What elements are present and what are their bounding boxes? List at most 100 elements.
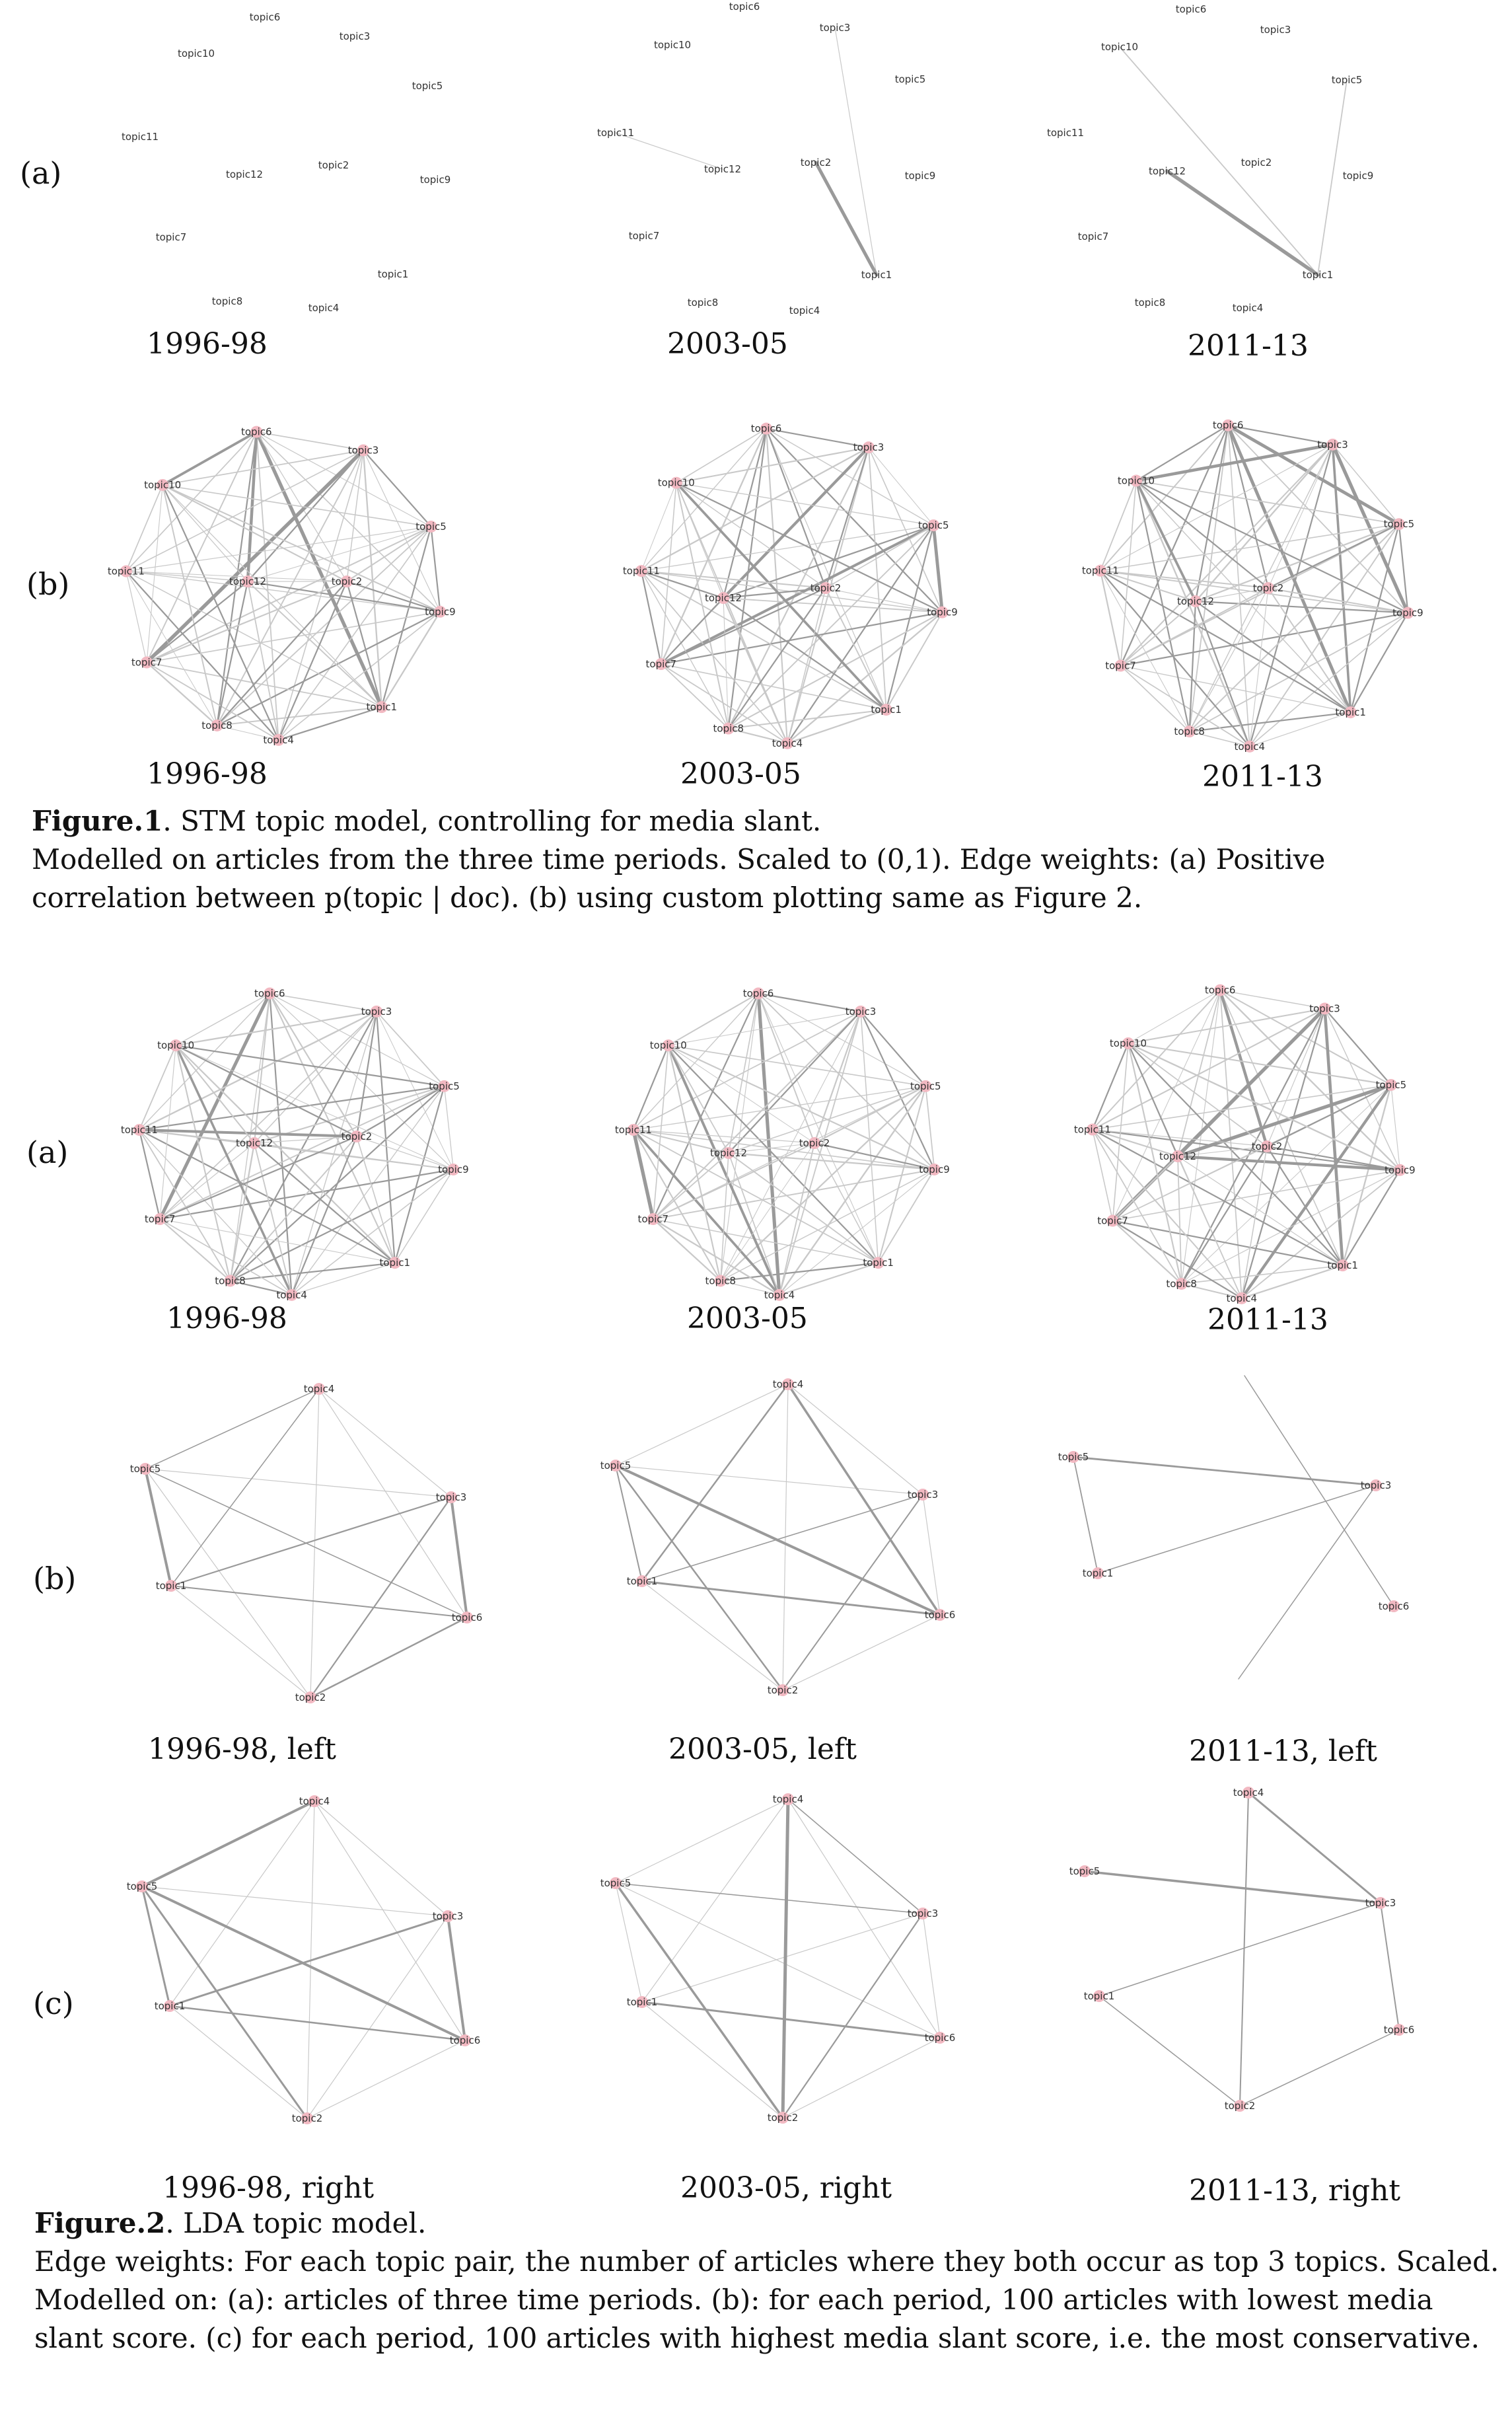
node-label: topic3: [1317, 439, 1348, 451]
topic-edge: [667, 1045, 935, 1171]
graph-node: [917, 1908, 929, 1919]
topic-edge: [1266, 1145, 1401, 1171]
graph-node: [1067, 1451, 1079, 1463]
graph-node: [760, 422, 773, 435]
graph-node: [1172, 1150, 1184, 1162]
topic-edge: [652, 1218, 781, 1296]
topic-edge-light: [318, 1388, 468, 1618]
topic-edge-light: [169, 2005, 308, 2119]
topic-edge-weighted: [1073, 1456, 1098, 1574]
node-label: topic10: [144, 479, 181, 491]
node-label: topic2: [292, 2112, 323, 2124]
node-label: topic5: [130, 1463, 161, 1475]
topic-edge: [640, 570, 827, 589]
topic-edge: [728, 1142, 815, 1154]
topic-edge: [216, 706, 382, 727]
graph-node: [627, 1123, 639, 1136]
topic-edge: [778, 1085, 927, 1296]
topic-edge: [727, 447, 870, 729]
topic-edge: [1127, 1042, 1179, 1158]
topic-edge: [355, 1085, 445, 1138]
topic-edge: [162, 484, 348, 583]
topic-edge: [1091, 1129, 1401, 1171]
node-label: topic8: [212, 295, 243, 307]
topic-edge: [1241, 1265, 1344, 1300]
node-label: topic3: [436, 1491, 467, 1503]
topic-edge: [175, 1045, 231, 1282]
node-label: topic1: [1303, 269, 1334, 281]
topic-edge: [758, 992, 935, 1170]
topic-edge: [1134, 443, 1334, 482]
topic-edge: [162, 484, 218, 726]
topic-edge-light: [922, 1494, 941, 1616]
topic-edge: [660, 611, 943, 665]
topic-edge: [1194, 424, 1229, 603]
correlation-edge: [1119, 46, 1318, 276]
topic-edge: [720, 1152, 729, 1282]
topic-edge: [269, 992, 377, 1012]
topic-edge: [1120, 665, 1250, 747]
topic-edge: [652, 1152, 729, 1220]
topic-edge: [720, 1280, 780, 1296]
node-label: topic2: [801, 157, 832, 168]
node-label: topic9: [1385, 1164, 1416, 1176]
topic-edge: [380, 525, 432, 708]
topic-edge: [1227, 424, 1270, 589]
graph-node: [308, 1795, 320, 1807]
node-label: topic12: [229, 576, 266, 587]
graph-node: [1402, 607, 1414, 619]
node-label: topic11: [121, 1124, 158, 1136]
topic-edge: [216, 526, 432, 726]
topic-edge-light: [169, 1801, 315, 2007]
topic-edge: [727, 1010, 862, 1154]
topic-edge: [229, 1142, 256, 1282]
topic-edge: [291, 1135, 358, 1296]
graph-node: [434, 605, 447, 618]
topic-edge: [676, 482, 724, 599]
graph-node: [782, 1378, 794, 1390]
node-label: topic5: [127, 1880, 158, 1892]
topic-edge: [256, 431, 364, 451]
correlation-edge: [814, 161, 879, 277]
node-label: topic10: [658, 477, 695, 489]
topic-edge: [254, 1142, 293, 1296]
topic-edge: [660, 663, 788, 744]
node-label: topic2: [332, 576, 363, 587]
topic-edge: [229, 1010, 378, 1282]
topic-edge-weighted: [641, 2001, 941, 2039]
topic-edge: [666, 1044, 781, 1296]
topic-edge: [1219, 989, 1242, 1299]
topic-edge-light: [641, 1580, 783, 1691]
topic-edge: [1350, 523, 1400, 714]
node-label: topic2: [1241, 157, 1272, 168]
topic-edge: [813, 1085, 927, 1144]
topic-edge-weighted: [309, 1616, 468, 1699]
graph-node: [164, 2000, 176, 2012]
topic-edge: [641, 570, 729, 729]
topic-edge: [652, 992, 760, 1220]
node-label: topic7: [638, 1213, 669, 1225]
topic-edge: [674, 481, 888, 711]
graph-node: [1261, 1140, 1273, 1152]
topic-edge-light: [787, 1799, 941, 2038]
topic-edge: [139, 1129, 293, 1296]
graph-node: [863, 441, 875, 454]
figure2-caption-line4: slant score. (c) for each period, 100 ar…: [34, 2322, 1480, 2354]
graph-node: [1122, 1037, 1134, 1049]
topic-edge: [1189, 587, 1269, 732]
topic-edge: [653, 1218, 879, 1263]
node-label: topic7: [646, 658, 677, 670]
graph-node: [1234, 2100, 1246, 2112]
topic-edge: [824, 447, 870, 589]
node-label: topic4: [1227, 1292, 1258, 1304]
graph-node: [752, 987, 765, 1000]
node-label: topic4: [1233, 1787, 1264, 1799]
topic-edge-weighted: [614, 1882, 784, 2119]
node-label: topic12: [1149, 165, 1186, 177]
topic-edge: [139, 1129, 255, 1144]
graph-node: [1242, 1787, 1254, 1799]
topic-edge: [126, 571, 218, 726]
topic-edge: [787, 587, 826, 744]
topic-edge: [1266, 1084, 1392, 1148]
topic-edge-light: [615, 1882, 643, 2003]
